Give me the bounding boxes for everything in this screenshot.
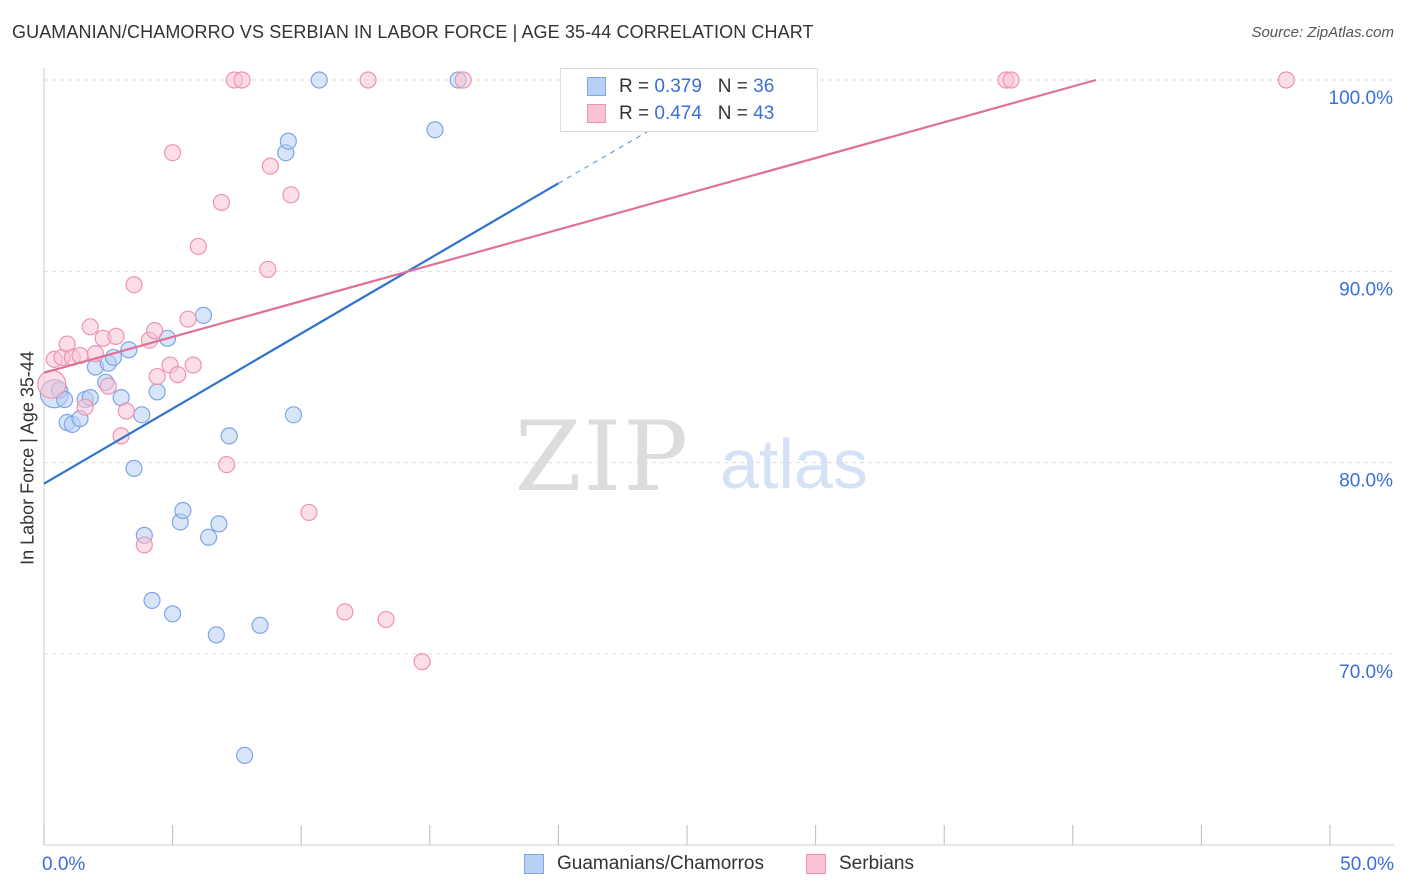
point-serbian <box>336 603 354 621</box>
point-guamanian <box>236 746 254 765</box>
legend-n-value: 43 <box>753 103 775 124</box>
point-serbian <box>76 398 94 416</box>
y-tick-label: 90.0% <box>1339 279 1393 300</box>
correlation-legend: R = 0.379 N = 36 R = 0.474 N = 43 <box>560 68 818 132</box>
point-serbian <box>169 366 187 384</box>
point-guamanian <box>426 121 444 139</box>
axis-layer <box>43 68 1394 846</box>
legend-text-guamanians: R = 0.379 N = 36 <box>619 74 774 100</box>
point-guamanian <box>143 591 161 610</box>
point-guamanian <box>148 383 166 401</box>
point-serbian <box>282 186 300 204</box>
point-guamanian <box>210 515 228 533</box>
point-serbian <box>117 402 135 420</box>
point-serbian <box>148 367 166 386</box>
x-tick-label: 50.0% <box>1340 854 1394 875</box>
tick-labels: 100.0% 90.0% 80.0% 70.0% 0.0% 50.0% <box>42 88 1394 875</box>
legend-swatch-guamanians <box>524 854 544 874</box>
chart-title: GUAMANIAN/CHAMORRO VS SERBIAN IN LABOR F… <box>12 22 814 42</box>
point-serbian <box>81 318 99 336</box>
point-guamanian <box>251 616 269 634</box>
points-layer <box>37 71 1295 765</box>
point-serbian <box>184 356 202 374</box>
y-tick-label: 100.0% <box>1329 88 1394 109</box>
point-serbian <box>189 237 207 256</box>
point-serbian <box>135 536 153 554</box>
point-serbian <box>259 260 277 279</box>
legend-n-value: 36 <box>753 76 775 97</box>
legend-r-value: 0.474 <box>654 103 702 124</box>
y-tick-label: 70.0% <box>1339 662 1393 683</box>
grid-layer <box>44 79 1394 655</box>
point-serbian <box>261 157 279 175</box>
trend-line-serbian <box>43 78 1097 374</box>
legend-r-label: R = <box>619 76 655 97</box>
point-serbian <box>233 71 251 89</box>
legend-r-value: 0.379 <box>654 76 702 97</box>
point-serbian <box>359 71 377 89</box>
legend-label-guamanians: Guamanians/Chamorros <box>557 853 764 874</box>
point-guamanian <box>194 306 213 324</box>
legend-label-serbians: Serbians <box>839 853 914 874</box>
point-serbian <box>218 455 236 474</box>
point-serbian <box>107 327 125 345</box>
point-serbian <box>212 193 231 212</box>
trend-line-guamanian <box>43 182 559 485</box>
legend-text-serbians: R = 0.474 N = 43 <box>619 101 774 127</box>
point-guamanian <box>200 528 218 546</box>
point-serbian <box>377 610 395 629</box>
point-serbian <box>413 653 431 671</box>
x-tick-label: 0.0% <box>42 854 85 875</box>
legend-swatch-blue <box>587 77 606 96</box>
point-serbian <box>300 503 318 522</box>
legend-r-label: R = <box>619 103 655 124</box>
point-serbian <box>1277 71 1295 89</box>
point-serbian <box>145 322 164 340</box>
point-guamanian <box>279 132 297 150</box>
point-serbian <box>454 71 472 89</box>
point-guamanian <box>220 427 238 445</box>
y-tick-label: 80.0% <box>1339 471 1393 492</box>
legend-n-label: N = <box>717 103 754 124</box>
watermark-zip: ZIP <box>515 401 690 513</box>
point-serbian <box>164 144 182 162</box>
source-credit: Source: ZipAtlas.com <box>1251 24 1394 41</box>
watermark: ZIP atlas <box>515 401 868 513</box>
point-serbian <box>99 377 117 395</box>
y-axis-label: In Labor Force | Age 35-44 <box>17 351 38 565</box>
point-guamanian <box>310 71 328 89</box>
point-serbian <box>125 276 143 294</box>
legend-swatch-serbians <box>806 854 826 874</box>
point-guamanian <box>174 501 192 520</box>
point-guamanian <box>133 406 151 424</box>
watermark-atlas: atlas <box>720 425 868 503</box>
point-guamanian <box>284 406 303 424</box>
point-serbian <box>37 369 67 399</box>
point-guamanian <box>164 605 182 623</box>
point-serbian <box>179 310 197 328</box>
point-guamanian <box>207 626 225 644</box>
point-guamanian <box>125 459 143 478</box>
legend-swatch-pink <box>587 104 606 123</box>
point-serbian <box>1002 71 1020 89</box>
legend-n-label: N = <box>717 76 754 97</box>
